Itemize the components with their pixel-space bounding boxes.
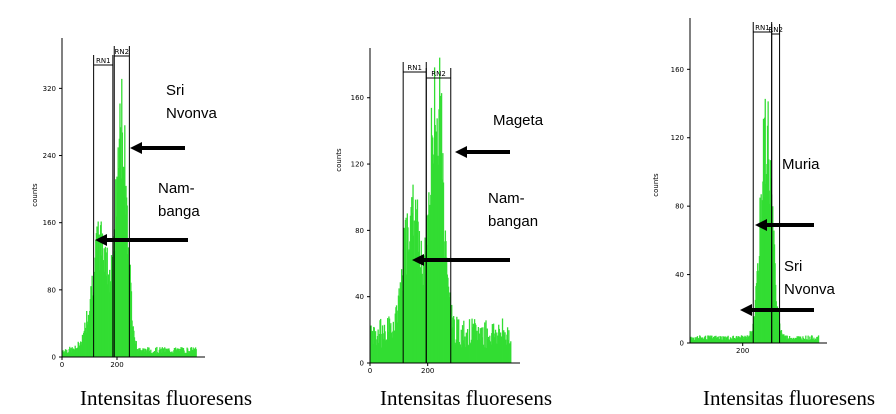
y-axis-label: counts (335, 148, 343, 172)
arrow-head (740, 304, 752, 316)
annotation-label: bangan (488, 213, 538, 230)
gate-label: RN2 (115, 48, 130, 56)
x-tick-label: 200 (736, 347, 749, 355)
gate-rn2: RN2 (113, 46, 130, 357)
x-tick-label: 0 (368, 367, 372, 375)
x-axis-title: Intensitas fluoresens (380, 386, 552, 410)
gate-label: RN1 (96, 57, 111, 65)
annotation-label: Nam- (158, 180, 195, 197)
gate-rn2: RN2 (425, 68, 452, 363)
y-axis-label: counts (652, 173, 660, 197)
annotation: Nam-banga (95, 180, 200, 246)
annotation: Sri Nvonva (130, 82, 218, 154)
gate-label: RN1 (755, 24, 770, 32)
arrow-head (755, 219, 767, 231)
y-axis-label: counts (31, 183, 39, 207)
x-axis-title: Intensitas fluoresens (703, 386, 875, 410)
annotation-label: Sri (784, 258, 802, 275)
histogram-panel-2: 0 40 80 120 160 0 200 counts RN1 RN2 Mageta Nam-ban… (335, 48, 552, 410)
y-tick-label: 120 (671, 134, 684, 142)
annotation: Muria (755, 156, 820, 231)
y-tick-label: 0 (52, 354, 56, 362)
x-tick-label: 200 (110, 361, 123, 369)
y-tick-label: 80 (355, 227, 364, 235)
annotation-label: banga (158, 203, 200, 220)
gate-label: RN1 (407, 64, 422, 72)
gate-label: RN2 (768, 26, 783, 34)
annotation-label: Mageta (493, 112, 544, 129)
arrow-head (95, 234, 107, 246)
y-tick-label: 160 (43, 219, 56, 227)
annotation: Mageta (455, 112, 544, 158)
annotation: Sri Nvonva (740, 258, 836, 316)
gate-label: RN2 (431, 70, 446, 78)
annotation-label: Muria (782, 156, 820, 173)
y-tick-label: 80 (47, 286, 56, 294)
histogram-bars (370, 57, 512, 363)
arrow-head (412, 254, 424, 266)
y-tick-label: 0 (360, 360, 364, 368)
gate-rn1: RN1 (93, 55, 114, 357)
annotation-label: Nvonva (784, 281, 836, 298)
annotation-label: Sri (166, 82, 184, 99)
x-tick-label: 200 (421, 367, 434, 375)
annotation: Nam-bangan (412, 190, 538, 266)
arrow-head (455, 146, 467, 158)
gate-rn2: RN2 (768, 24, 783, 343)
annotation-label: Nam- (488, 190, 525, 207)
arrow-head (130, 142, 142, 154)
y-tick-label: 240 (43, 152, 56, 160)
y-tick-label: 40 (675, 271, 684, 279)
y-tick-label: 80 (675, 203, 684, 211)
y-tick-label: 0 (680, 340, 684, 348)
annotation-label: Nvonva (166, 105, 218, 122)
x-tick-label: 0 (60, 361, 64, 369)
y-tick-label: 160 (351, 94, 364, 102)
y-tick-label: 320 (43, 85, 56, 93)
y-tick-label: 160 (671, 66, 684, 74)
x-axis-title: Intensitas fluoresens (80, 386, 252, 410)
y-tick-label: 40 (355, 293, 364, 301)
y-tick-label: 120 (351, 161, 364, 169)
histogram-panel-1: 0 80 160 240 320 0 200 counts RN1 RN2 Sri Nvonva Nam… (31, 38, 252, 410)
histogram-bars (690, 98, 820, 343)
